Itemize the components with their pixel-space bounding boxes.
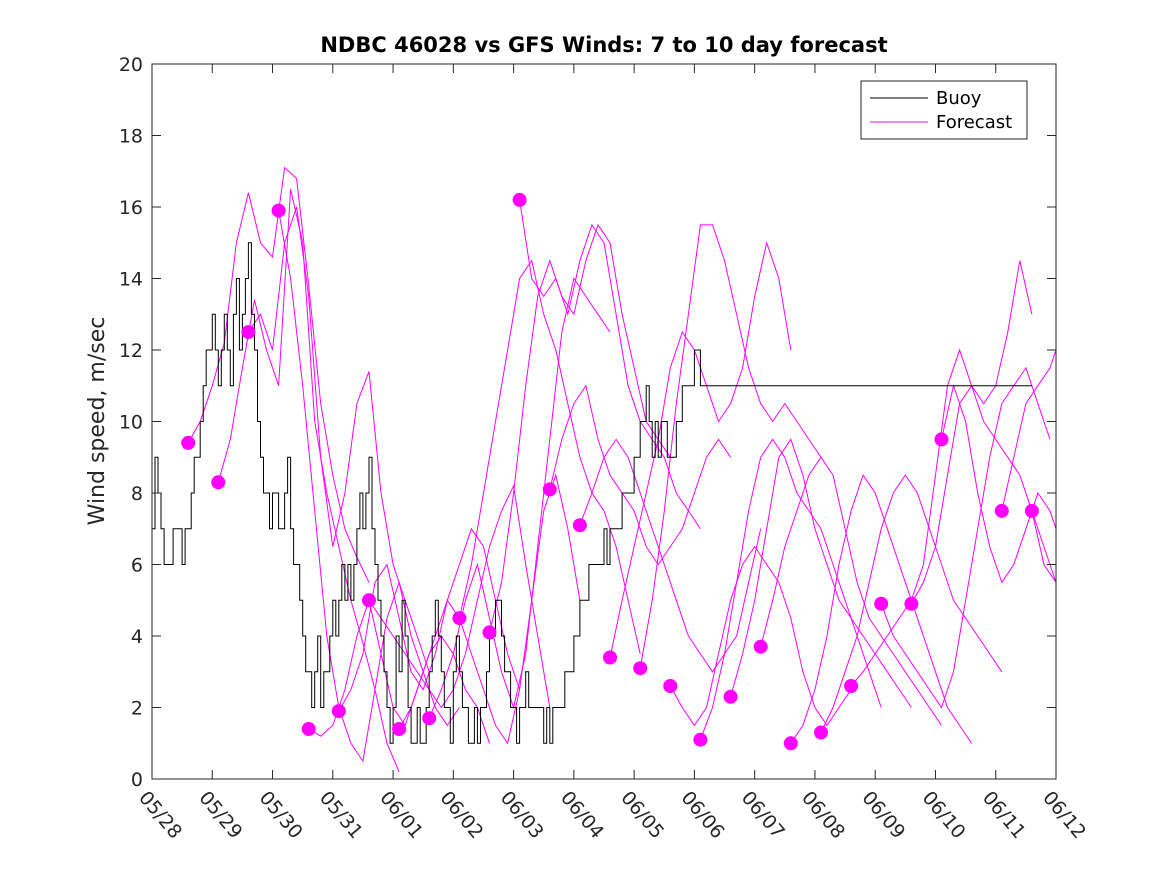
forecast-point [271,203,286,218]
forecast-line-22 [820,474,1003,733]
forecast-point [422,711,437,726]
forecast-line-20 [760,456,942,726]
forecast-line-27 [1001,349,1057,512]
forecast-line-28 [1031,510,1057,583]
forecast-point [542,482,557,497]
forecast-point [572,518,587,533]
y-axis: 0 2 4 6 8 10 12 14 16 18 20 [119,54,1056,791]
y-axis-label: Wind speed, m/sec [85,317,110,526]
forecast-point [181,435,196,450]
forecast-point [844,679,859,693]
y-tick-label: 20 [119,54,143,76]
forecast-point [482,625,497,640]
forecast-point [241,325,256,340]
data-layer [152,166,1057,773]
forecast-point [452,611,467,626]
forecast-point [512,192,527,207]
forecast-line-14 [579,438,762,673]
forecast-line-17 [669,545,852,727]
legend: Buoy Forecast [860,80,1028,140]
forecast-line-13 [549,384,732,566]
y-tick-label: 8 [131,483,143,505]
forecast-point [693,732,708,747]
y-tick-label: 2 [131,698,143,720]
y-tick-label: 16 [119,197,143,219]
forecast-point [633,661,648,676]
y-tick-label: 18 [119,126,143,148]
buoy-line [152,242,1032,744]
chart-title: NDBC 46028 vs GFS Winds: 7 to 10 day for… [320,33,887,57]
forecast-point [814,725,828,740]
forecast-point [753,639,768,654]
legend-box [860,80,1028,140]
forecast-line-11 [489,223,671,633]
plot-area [152,64,1056,779]
forecast-line-26 [941,383,1057,584]
forecast-point [331,704,346,719]
y-tick-label: 10 [119,412,143,434]
forecast-point [1024,503,1039,518]
forecast-point [362,593,376,608]
y-tick-label: 14 [119,269,143,291]
forecast-point [994,503,1009,518]
forecast-line-19 [730,438,912,708]
forecast-line-24 [880,366,1051,709]
forecast-point [211,475,226,490]
forecast-line-12 [519,199,701,530]
forecast-line-21 [790,473,973,744]
forecast-point [301,722,316,736]
forecast-point [392,722,407,736]
y-tick-label: 0 [131,769,143,791]
forecast-point [874,596,889,611]
forecast-point [663,679,678,693]
legend-buoy-label: Buoy [936,88,982,109]
forecast-point [783,736,798,751]
forecast-point [904,596,919,611]
forecast-point [934,432,949,447]
y-tick-label: 6 [131,555,143,577]
y-tick-label: 4 [131,626,143,648]
legend-forecast-label: Forecast [936,112,1012,133]
y-tick-label: 12 [119,340,143,362]
forecast-line-23 [850,260,1033,687]
forecast-point [723,689,738,704]
forecast-point [603,650,617,665]
